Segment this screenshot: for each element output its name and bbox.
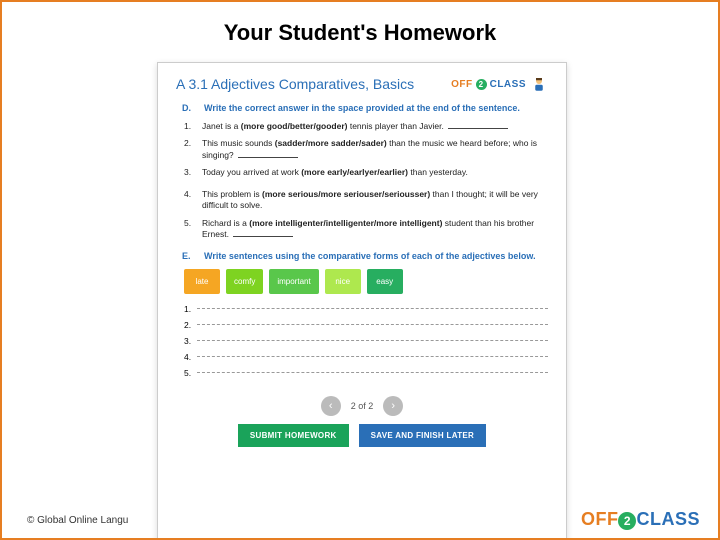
line-num: 3. [184,336,191,346]
q-text: Today you arrived at work (more early/ea… [202,167,548,178]
writing-line: 4. [184,352,548,362]
worksheet-title: A 3.1 Adjectives Comparatives, Basics [176,76,414,92]
writing-line: 1. [184,304,548,314]
answer-blank[interactable] [233,230,293,237]
adjective-chips: late comfy important nice easy [184,269,548,294]
line-rule[interactable] [197,356,548,357]
question-item: 1. Janet is a (more good/better/gooder) t… [184,121,548,132]
line-num: 2. [184,320,191,330]
line-rule[interactable] [197,340,548,341]
copyright: © Global Online Langu [27,515,128,526]
question-item: 4. This problem is (more serious/more ser… [184,189,548,212]
section-d: D. Write the correct answer in the space… [182,103,548,113]
line-num: 5. [184,368,191,378]
chip-late[interactable]: late [184,269,220,294]
line-rule[interactable] [197,308,548,309]
chip-comfy[interactable]: comfy [226,269,263,294]
writing-lines: 1. 2. 3. 4. 5. [184,304,548,378]
q-text: Janet is a (more good/better/gooder) ten… [202,121,548,132]
chip-nice[interactable]: nice [325,269,361,294]
section-d-text: Write the correct answer in the space pr… [204,103,520,113]
brand-off: OFF [581,509,619,529]
writing-line: 5. [184,368,548,378]
question-item: 5. Richard is a (more intelligenter/intel… [184,218,548,241]
q-num: 1. [184,121,196,132]
pager: ‹ 2 of 2 › [176,396,548,416]
q-num: 5. [184,218,196,241]
pager-prev-button[interactable]: ‹ [321,396,341,416]
chip-important[interactable]: important [269,269,318,294]
section-e-letter: E. [182,251,196,261]
student-avatar-icon [530,75,548,93]
chevron-right-icon: › [391,400,395,412]
submit-homework-button[interactable]: SUBMIT HOMEWORK [238,424,349,447]
pager-next-button[interactable]: › [383,396,403,416]
writing-line: 3. [184,336,548,346]
writing-line: 2. [184,320,548,330]
question-item: 3. Today you arrived at work (more early/… [184,167,548,178]
slide-frame: Your Student's Homework A 3.1 Adjectives… [0,0,720,540]
action-row: SUBMIT HOMEWORK SAVE AND FINISH LATER [176,424,548,447]
brand-class: CLASS [490,79,526,90]
brand-large: OFF2CLASS [581,509,700,530]
answer-blank[interactable] [238,151,298,158]
brand-num: 2 [618,512,636,530]
question-list: 1. Janet is a (more good/better/gooder) t… [184,121,548,241]
q-text: This music sounds (sadder/more sadder/sa… [202,138,548,161]
line-num: 4. [184,352,191,362]
brand-off: OFF [451,79,473,90]
q-num: 4. [184,189,196,212]
question-item: 2. This music sounds (sadder/more sadder/… [184,138,548,161]
worksheet-panel: A 3.1 Adjectives Comparatives, Basics OF… [157,62,567,540]
brand-class: CLASS [636,509,700,529]
brand-small: OFF2CLASS [451,79,526,90]
brand-with-avatar: OFF2CLASS [451,75,548,93]
section-e-text: Write sentences using the comparative fo… [204,251,536,261]
q-num: 2. [184,138,196,161]
chip-easy[interactable]: easy [367,269,403,294]
worksheet-header: A 3.1 Adjectives Comparatives, Basics OF… [176,75,548,93]
line-rule[interactable] [197,324,548,325]
section-e: E. Write sentences using the comparative… [182,251,548,261]
answer-blank[interactable] [448,122,508,129]
page-title: Your Student's Homework [2,20,718,46]
section-d-letter: D. [182,103,196,113]
line-rule[interactable] [197,372,548,373]
pager-label: 2 of 2 [351,401,374,411]
brand-num: 2 [476,79,487,90]
line-num: 1. [184,304,191,314]
chevron-left-icon: ‹ [329,400,333,412]
save-finish-later-button[interactable]: SAVE AND FINISH LATER [359,424,487,447]
q-text: Richard is a (more intelligenter/intelli… [202,218,548,241]
q-text: This problem is (more serious/more serio… [202,189,548,212]
q-num: 3. [184,167,196,178]
